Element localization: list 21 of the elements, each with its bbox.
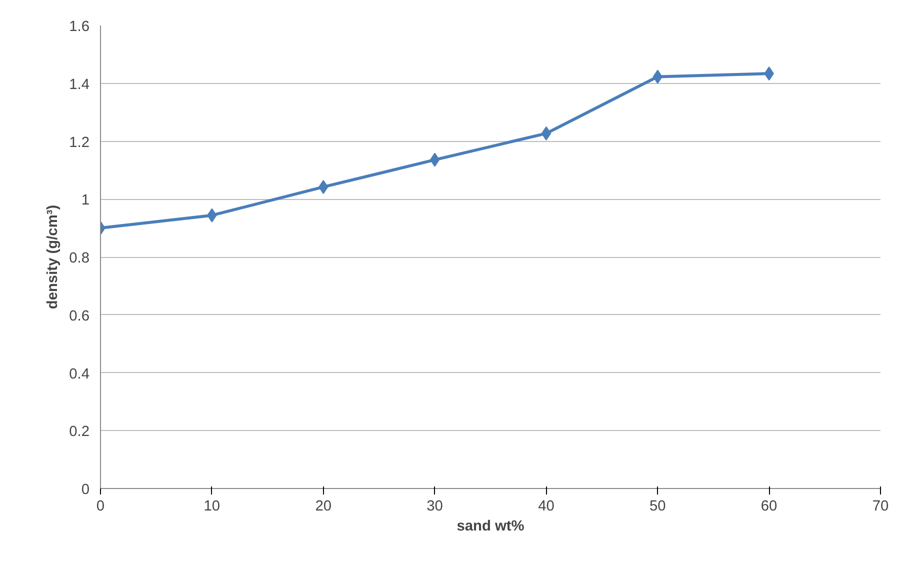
y-tick-label: 0.2: [69, 424, 90, 440]
y-tick-label: 1.6: [69, 19, 90, 35]
y-tick-label: 0.4: [69, 366, 90, 382]
x-tick-label: 20: [315, 498, 332, 514]
y-axis-title: density (g/cm³): [45, 204, 62, 310]
x-tick-label: 50: [649, 498, 666, 514]
x-tick-label: 30: [426, 498, 443, 514]
y-tick-label: 0.8: [69, 250, 90, 266]
y-tick-label: 1.2: [69, 134, 90, 151]
y-tick-label: 1.4: [69, 76, 90, 93]
y-tick-label: 1: [81, 192, 90, 209]
x-tick-label: 10: [204, 498, 220, 514]
point: [541, 126, 552, 140]
point: [430, 152, 440, 167]
y-tick-label: 0: [81, 482, 90, 498]
x-tick-label: 70: [872, 498, 889, 514]
y-tick-label: 0.6: [69, 308, 90, 324]
x-axis-title: sand wt%: [456, 518, 524, 534]
x-tick-label: 0: [96, 498, 105, 514]
x-tick-label: 40: [538, 498, 554, 514]
x-tick-label: 60: [760, 498, 778, 514]
